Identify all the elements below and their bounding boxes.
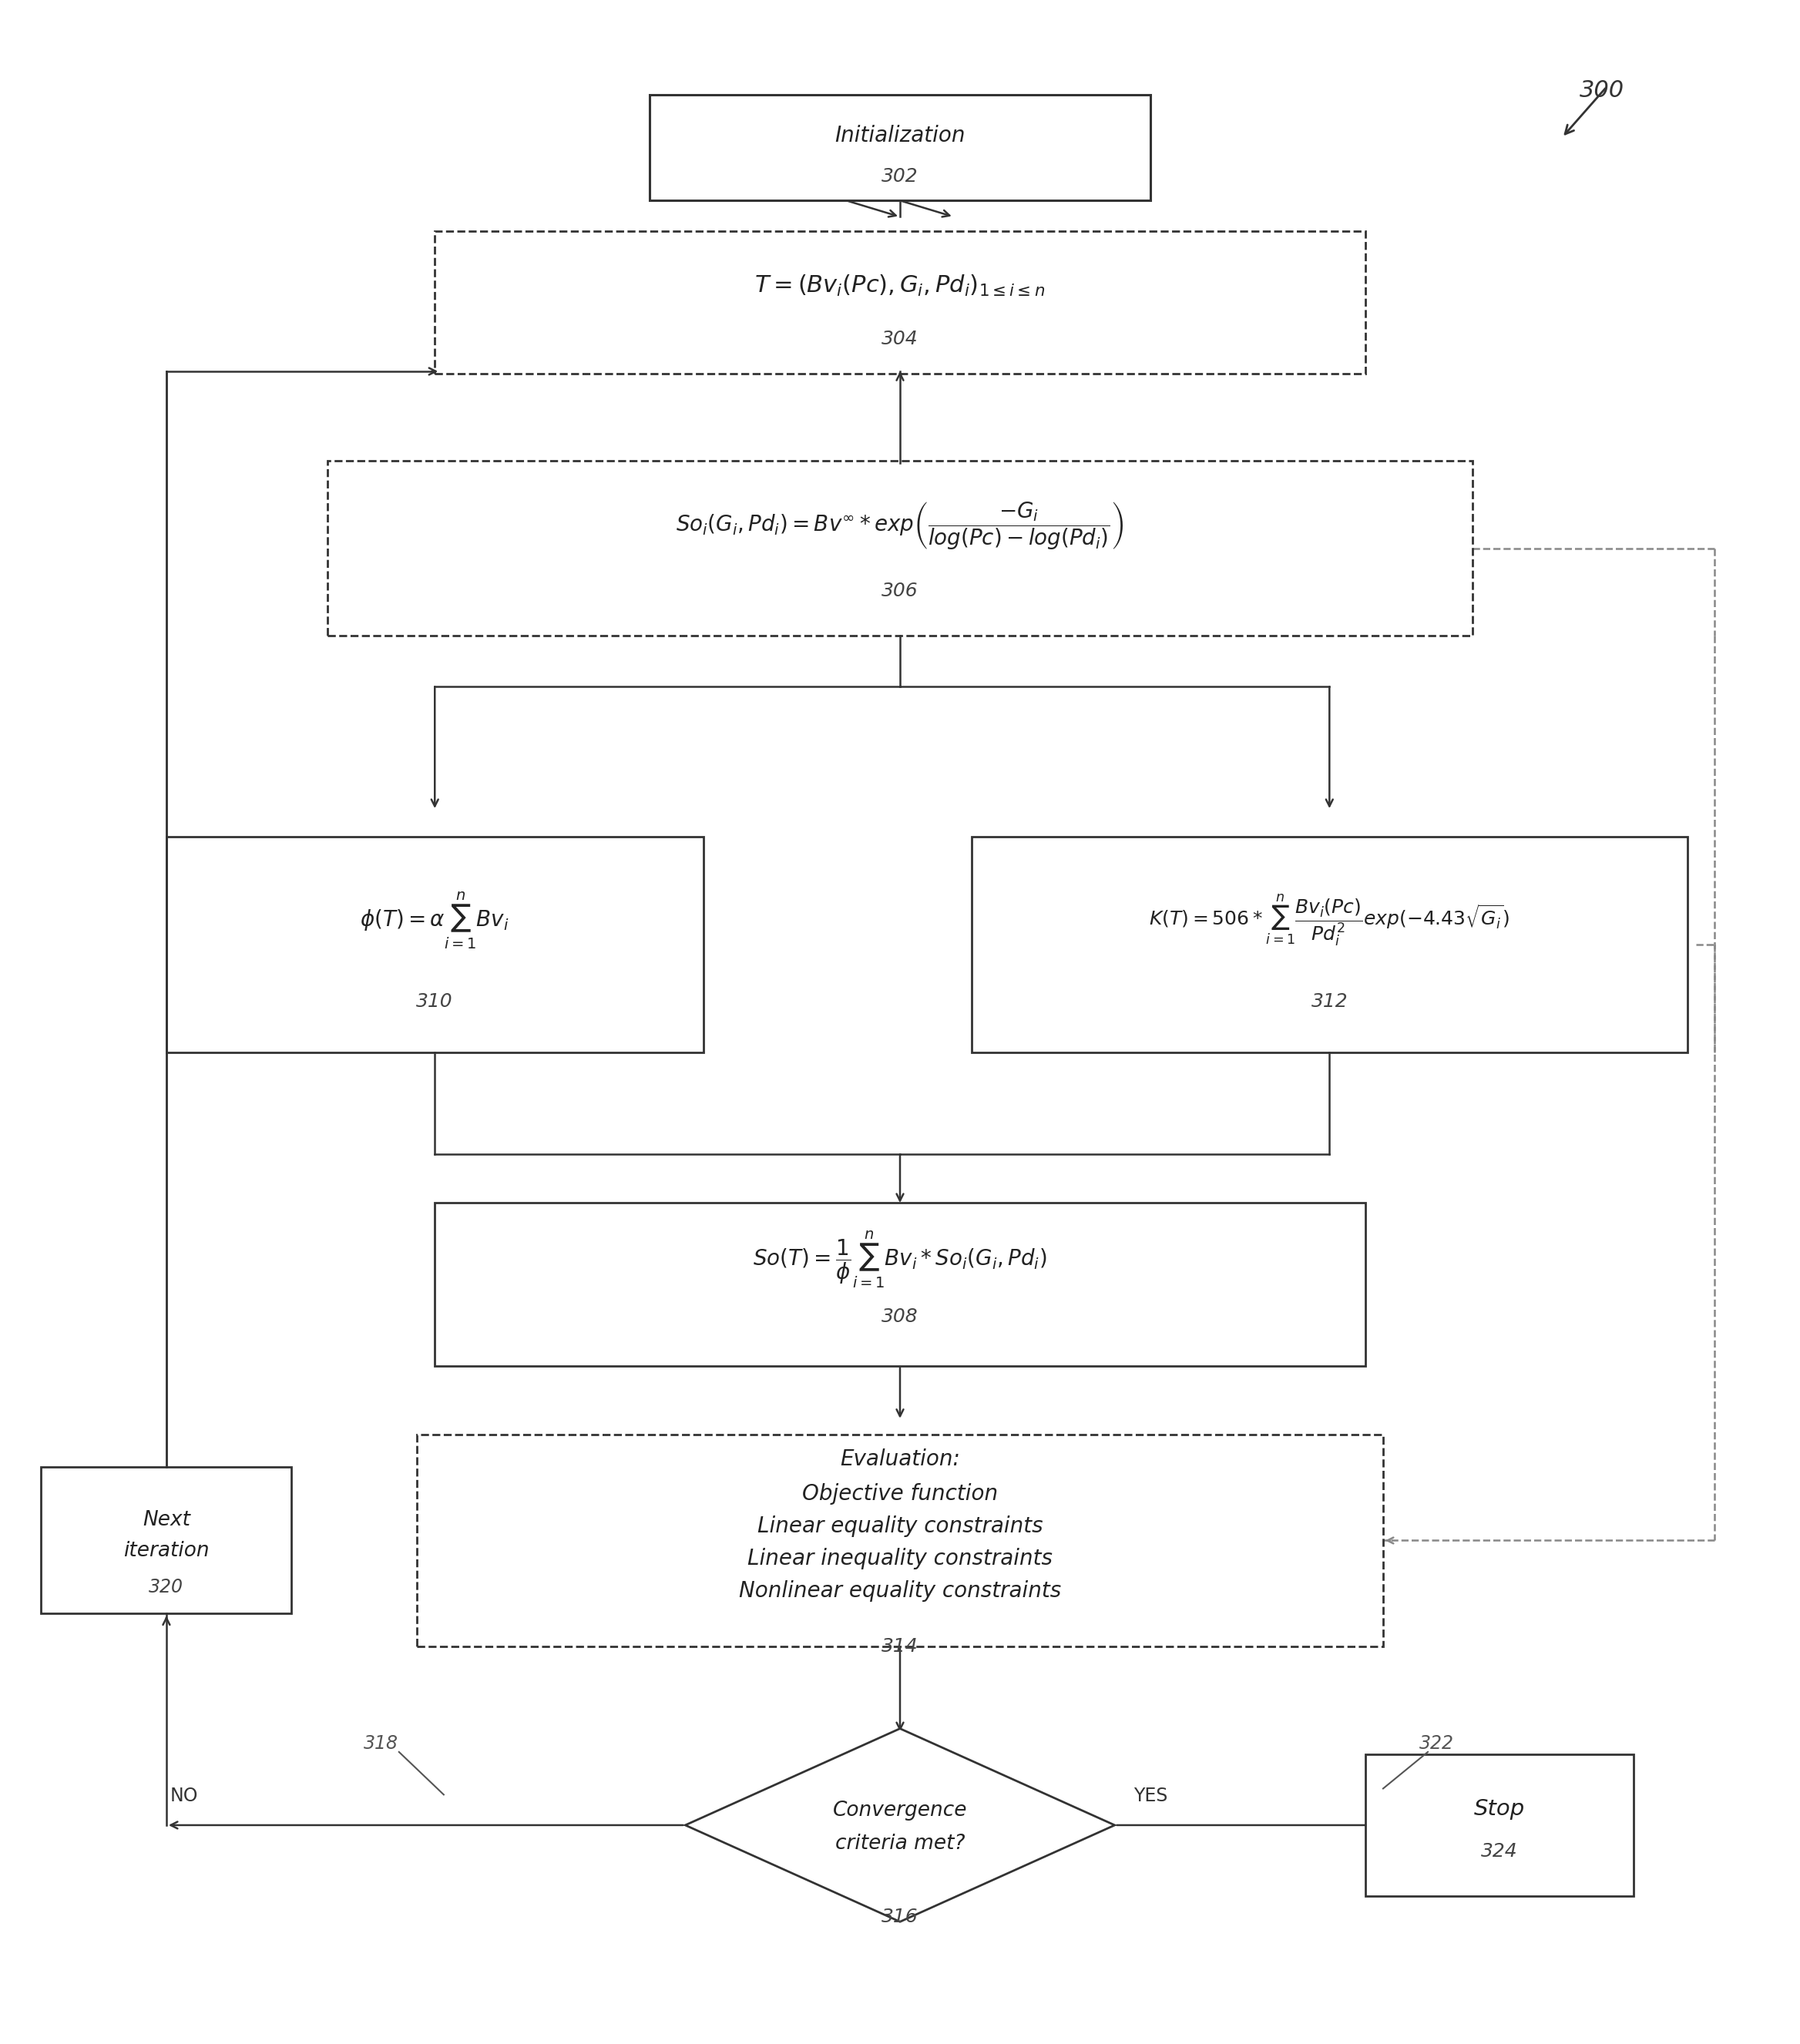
Text: $T = (Bv_i(Pc), G_i, Pd_i)_{1 \leq i \leq n}$: $T = (Bv_i(Pc), G_i, Pd_i)_{1 \leq i \le… [754, 274, 1046, 298]
Text: 306: 306 [882, 583, 918, 601]
Text: iteration: iteration [124, 1541, 209, 1562]
FancyBboxPatch shape [166, 836, 704, 1053]
FancyBboxPatch shape [418, 1435, 1382, 1645]
Polygon shape [686, 1729, 1114, 1921]
Text: Evaluation:: Evaluation: [841, 1449, 959, 1470]
Text: 322: 322 [1420, 1735, 1454, 1754]
FancyBboxPatch shape [436, 1204, 1364, 1365]
FancyBboxPatch shape [972, 836, 1687, 1053]
Text: 314: 314 [882, 1637, 918, 1656]
Text: 300: 300 [1580, 80, 1625, 102]
Text: $So(T) = \dfrac{1}{\phi} \sum_{i=1}^{n} Bv_i * So_i(G_i, Pd_i)$: $So(T) = \dfrac{1}{\phi} \sum_{i=1}^{n} … [752, 1230, 1048, 1290]
Text: YES: YES [1134, 1786, 1168, 1805]
Text: NO: NO [171, 1786, 198, 1805]
FancyBboxPatch shape [328, 460, 1472, 636]
Text: 312: 312 [1310, 993, 1348, 1012]
FancyBboxPatch shape [41, 1468, 292, 1613]
FancyBboxPatch shape [650, 94, 1150, 200]
Text: 310: 310 [416, 993, 454, 1012]
Text: $So_i(G_i, Pd_i) = Bv^{\infty} * exp\left(\dfrac{-G_i}{log(Pc) - log(Pd_i)}\righ: $So_i(G_i, Pd_i) = Bv^{\infty} * exp\lef… [677, 501, 1123, 552]
Text: 318: 318 [364, 1735, 398, 1754]
Text: $K(T) = 506 * \sum_{i=1}^{n} \dfrac{Bv_i(Pc)}{Pd_i^2} exp(-4.43\sqrt{G_i})$: $K(T) = 506 * \sum_{i=1}^{n} \dfrac{Bv_i… [1148, 893, 1510, 948]
Text: 304: 304 [882, 329, 918, 347]
FancyBboxPatch shape [1364, 1754, 1634, 1897]
Text: Linear inequality constraints: Linear inequality constraints [747, 1547, 1053, 1570]
Text: 324: 324 [1481, 1842, 1517, 1860]
Text: Convergence: Convergence [833, 1801, 967, 1821]
Text: Stop: Stop [1474, 1799, 1525, 1819]
Text: Next: Next [142, 1511, 191, 1531]
FancyBboxPatch shape [436, 231, 1364, 374]
Text: $\phi(T) = \alpha \sum_{i=1}^{n} Bv_i$: $\phi(T) = \alpha \sum_{i=1}^{n} Bv_i$ [360, 891, 509, 950]
Text: 302: 302 [882, 168, 918, 186]
Text: criteria met?: criteria met? [835, 1833, 965, 1854]
Text: Nonlinear equality constraints: Nonlinear equality constraints [738, 1580, 1062, 1602]
Text: 316: 316 [882, 1907, 918, 1925]
Text: Initialization: Initialization [835, 125, 965, 147]
Text: 320: 320 [149, 1578, 184, 1596]
Text: 308: 308 [882, 1308, 918, 1327]
Text: Objective function: Objective function [803, 1484, 997, 1504]
Text: Linear equality constraints: Linear equality constraints [758, 1515, 1042, 1537]
